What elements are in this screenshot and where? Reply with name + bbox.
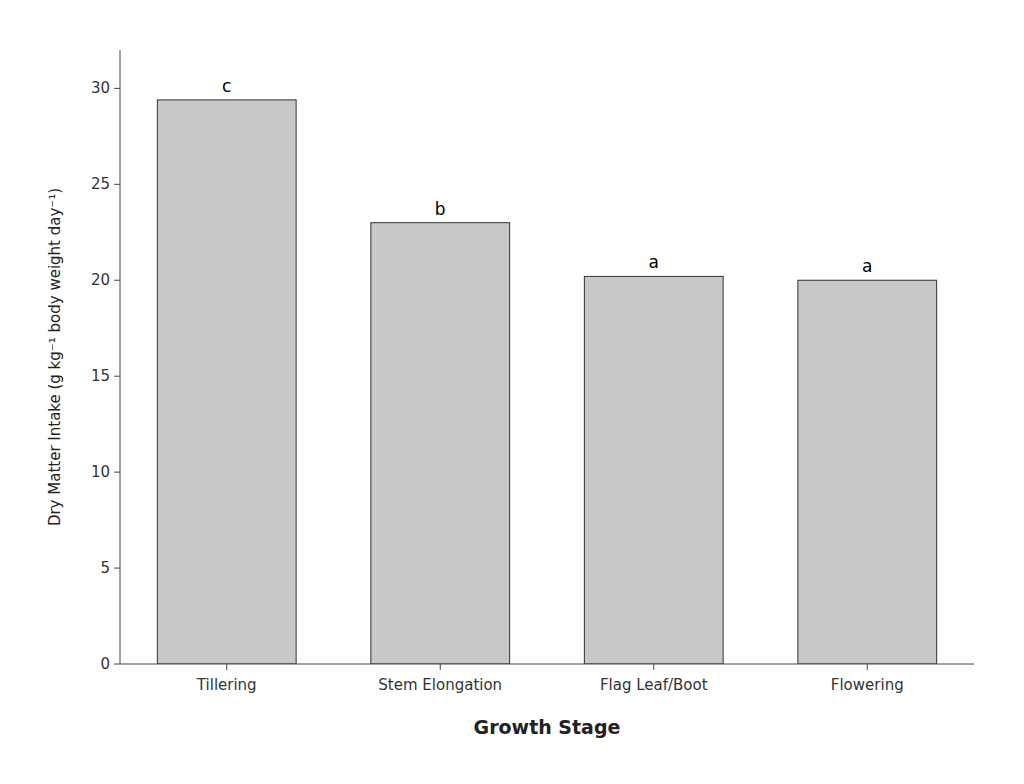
y-axis-line xyxy=(120,50,121,664)
y-tick xyxy=(114,568,120,569)
y-tick xyxy=(114,280,120,281)
x-tick-label: Stem Elongation xyxy=(378,676,502,694)
x-tick xyxy=(867,664,868,670)
y-tick xyxy=(114,184,120,185)
x-axis-line xyxy=(120,664,974,665)
x-axis-label: Growth Stage xyxy=(474,716,621,738)
y-tick-label: 0 xyxy=(100,655,110,673)
bars xyxy=(157,100,936,664)
chart-container: c b a a 0 5 10 15 20 25 30 Dry Matter Intake (g kg⁻… xyxy=(0,0,1024,784)
x-tick-label: Tillering xyxy=(196,676,257,694)
y-tick-label: 10 xyxy=(91,463,110,481)
y-tick-label: 5 xyxy=(100,559,110,577)
y-axis-label: Dry Matter Intake (g kg⁻¹ body weight da… xyxy=(46,188,64,526)
bar xyxy=(371,223,510,664)
bar xyxy=(584,276,723,664)
y-tick-label: 25 xyxy=(91,175,110,193)
y-tick xyxy=(114,376,120,377)
x-tick-label: Flag Leaf/Boot xyxy=(600,676,708,694)
y-tick xyxy=(114,472,120,473)
annotations: c b a a xyxy=(222,76,872,276)
y-tick-label: 20 xyxy=(91,271,110,289)
x-tick xyxy=(440,664,441,670)
bar xyxy=(157,100,296,664)
bar xyxy=(798,280,937,664)
x-tick-label: Flowering xyxy=(831,676,904,694)
annotation: b xyxy=(435,199,446,219)
x-tick xyxy=(653,664,654,670)
y-tick-label: 15 xyxy=(91,367,110,385)
y-tick xyxy=(114,88,120,89)
annotation: a xyxy=(649,252,659,272)
x-tick xyxy=(226,664,227,670)
annotation: c xyxy=(222,76,231,96)
annotation: a xyxy=(862,256,872,276)
x-axis: Tillering Stem Elongation Flag Leaf/Boot Fl… xyxy=(120,664,974,738)
y-axis: 0 5 10 15 20 25 30 Dry Matter Intake (g kg⁻¹ bo… xyxy=(46,50,120,673)
chart: c b a a 0 5 10 15 20 25 30 Dry Matter Intake (g kg⁻… xyxy=(0,0,1024,784)
y-tick-label: 30 xyxy=(91,79,110,97)
y-tick xyxy=(114,664,120,665)
